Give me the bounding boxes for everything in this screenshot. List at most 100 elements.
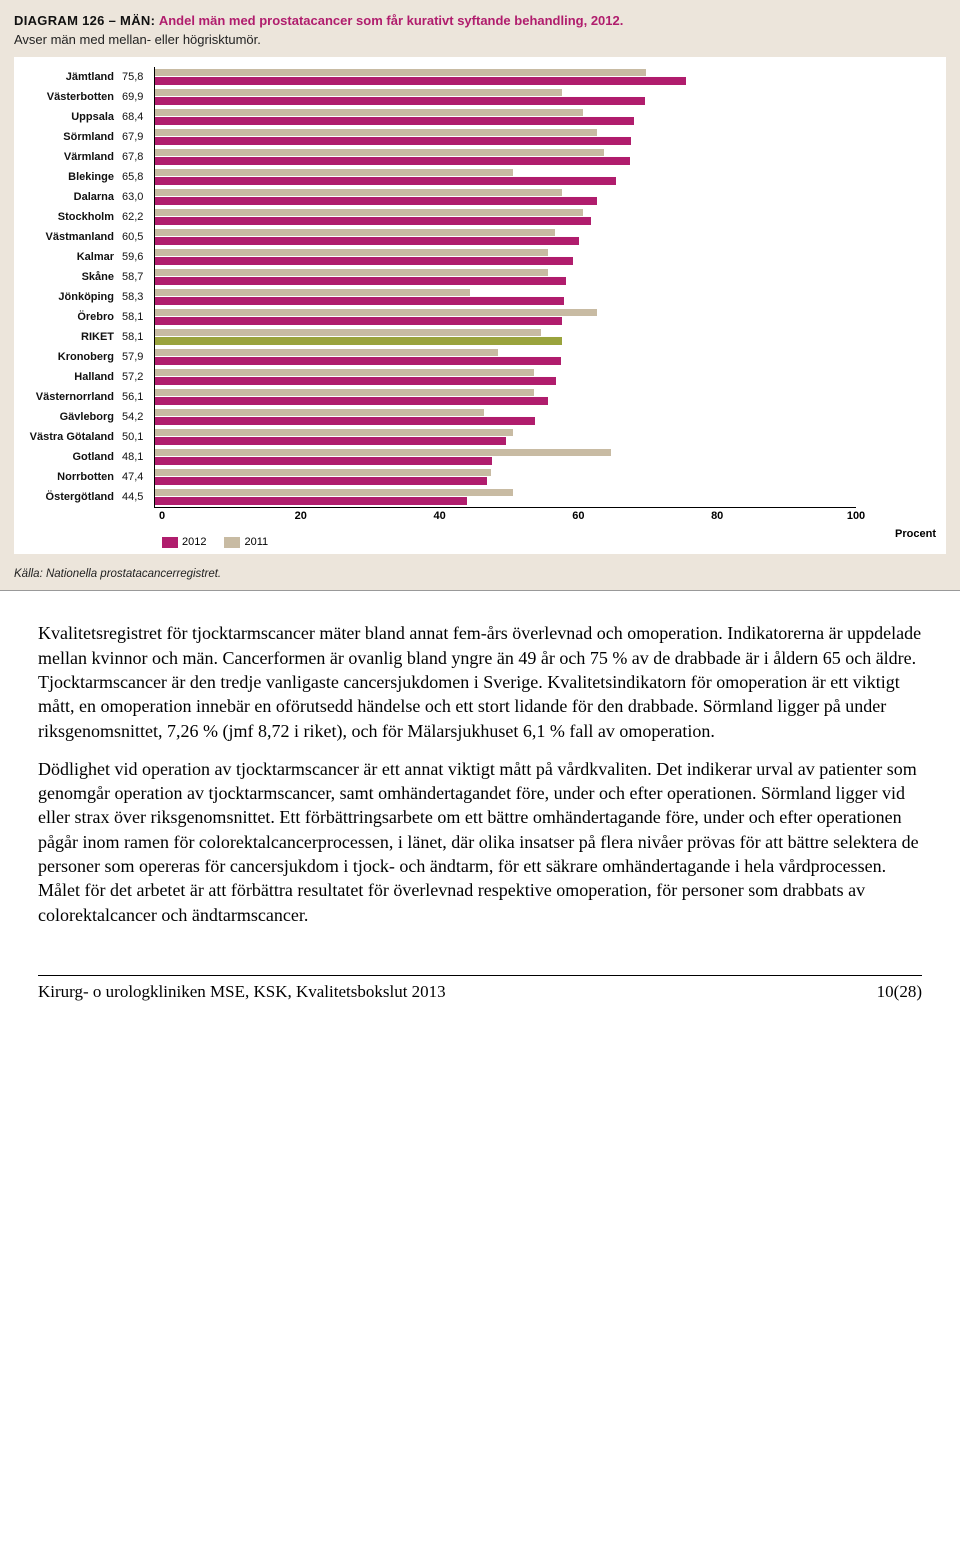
bar-value-label: 60,5 xyxy=(120,231,154,243)
chart-source: Källa: Nationella prostatacancerregistre… xyxy=(14,568,946,580)
plot-area: Jämtland75,8Västerbotten69,9Uppsala68,4S… xyxy=(14,57,946,554)
bar-2012 xyxy=(155,277,566,285)
bar-track xyxy=(154,107,856,127)
diagram-subtitle: Avser män med mellan- eller högrisktumör… xyxy=(14,31,946,49)
bar-track xyxy=(154,287,856,307)
bar-value-label: 57,9 xyxy=(120,351,154,363)
bar-2011 xyxy=(155,389,534,396)
bar-2011 xyxy=(155,289,470,296)
bar-value-label: 68,4 xyxy=(120,111,154,123)
footer-right: 10(28) xyxy=(877,982,922,1002)
bar-2012 xyxy=(155,297,564,305)
bar-track xyxy=(154,487,856,507)
bar-row: Jönköping58,3 xyxy=(22,287,856,307)
bar-category-label: Värmland xyxy=(22,151,120,163)
bar-2011 xyxy=(155,349,498,356)
bar-category-label: Gotland xyxy=(22,451,120,463)
bar-2012 xyxy=(155,497,467,505)
bar-2011 xyxy=(155,369,534,376)
legend-label: 2012 xyxy=(182,536,206,548)
bar-2011 xyxy=(155,129,597,136)
bar-value-label: 69,9 xyxy=(120,91,154,103)
bar-category-label: Norrbotten xyxy=(22,471,120,483)
bar-2011 xyxy=(155,449,611,456)
bar-value-label: 59,6 xyxy=(120,251,154,263)
bar-2011 xyxy=(155,109,583,116)
bar-category-label: Sörmland xyxy=(22,131,120,143)
bar-2012 xyxy=(155,137,631,145)
bar-value-label: 67,8 xyxy=(120,151,154,163)
bar-row: Norrbotten47,4 xyxy=(22,467,856,487)
bar-row: Kalmar59,6 xyxy=(22,247,856,267)
bar-2012 xyxy=(155,417,535,425)
bar-category-label: Halland xyxy=(22,371,120,383)
x-tick: 100 xyxy=(847,510,865,522)
x-tick: 20 xyxy=(295,510,307,522)
paragraph-1: Kvalitetsregistret för tjocktarmscancer … xyxy=(38,621,922,742)
diagram-label: DIAGRAM 126 – MÄN: xyxy=(14,13,155,28)
bar-category-label: Kronoberg xyxy=(22,351,120,363)
legend-item: 2012 xyxy=(162,536,206,548)
bar-track xyxy=(154,267,856,287)
bar-row: Uppsala68,4 xyxy=(22,107,856,127)
bar-value-label: 65,8 xyxy=(120,171,154,183)
paragraph-2: Dödlighet vid operation av tjocktarmscan… xyxy=(38,757,922,927)
bar-2011 xyxy=(155,329,541,336)
bar-2012 xyxy=(155,77,686,85)
bar-category-label: Stockholm xyxy=(22,211,120,223)
bar-category-label: Västmanland xyxy=(22,231,120,243)
bar-track xyxy=(154,127,856,147)
bar-row: Jämtland75,8 xyxy=(22,67,856,87)
bar-row: Stockholm62,2 xyxy=(22,207,856,227)
bar-2011 xyxy=(155,89,562,96)
bar-value-label: 54,2 xyxy=(120,411,154,423)
bar-row: Halland57,2 xyxy=(22,367,856,387)
bar-2012 xyxy=(155,97,645,105)
bar-value-label: 58,3 xyxy=(120,291,154,303)
bar-row: Dalarna63,0 xyxy=(22,187,856,207)
chart-panel: DIAGRAM 126 – MÄN: Andel män med prostat… xyxy=(0,0,960,591)
bar-2012 xyxy=(155,157,630,165)
bar-category-label: Jönköping xyxy=(22,291,120,303)
bar-2011 xyxy=(155,409,484,416)
bar-track xyxy=(154,407,856,427)
bar-track xyxy=(154,247,856,267)
x-tick: 40 xyxy=(433,510,445,522)
bar-value-label: 63,0 xyxy=(120,191,154,203)
bar-value-label: 50,1 xyxy=(120,431,154,443)
bar-row: Västerbotten69,9 xyxy=(22,87,856,107)
bar-value-label: 48,1 xyxy=(120,451,154,463)
legend-item: 2011 xyxy=(224,536,268,548)
bar-category-label: Gävleborg xyxy=(22,411,120,423)
bar-category-label: Jämtland xyxy=(22,71,120,83)
body-text: Kvalitetsregistret för tjocktarmscancer … xyxy=(0,591,960,927)
bar-row: Sörmland67,9 xyxy=(22,127,856,147)
bar-row: Skåne58,7 xyxy=(22,267,856,287)
bar-value-label: 56,1 xyxy=(120,391,154,403)
bar-category-label: Kalmar xyxy=(22,251,120,263)
bar-track xyxy=(154,467,856,487)
bar-value-label: 67,9 xyxy=(120,131,154,143)
bar-2012 xyxy=(155,197,597,205)
legend: 2012 2011 xyxy=(162,536,856,548)
bar-row: Västra Götaland50,1 xyxy=(22,427,856,447)
bar-2012 xyxy=(155,317,562,325)
bar-2012 xyxy=(155,357,561,365)
bar-category-label: Västra Götaland xyxy=(22,431,120,443)
bar-2012 xyxy=(155,337,562,345)
bar-category-label: Uppsala xyxy=(22,111,120,123)
bar-category-label: Västerbotten xyxy=(22,91,120,103)
x-tick: 80 xyxy=(711,510,723,522)
bar-row: Kronoberg57,9 xyxy=(22,347,856,367)
bar-track xyxy=(154,387,856,407)
x-axis-unit: Procent xyxy=(895,528,936,540)
bar-2011 xyxy=(155,269,548,276)
bar-2012 xyxy=(155,457,492,465)
bar-2012 xyxy=(155,257,573,265)
legend-label: 2011 xyxy=(244,536,268,548)
chart-header: DIAGRAM 126 – MÄN: Andel män med prostat… xyxy=(14,12,946,49)
bar-category-label: Blekinge xyxy=(22,171,120,183)
bar-row: RIKET58,1 xyxy=(22,327,856,347)
bar-row: Värmland67,8 xyxy=(22,147,856,167)
bar-2011 xyxy=(155,169,513,176)
